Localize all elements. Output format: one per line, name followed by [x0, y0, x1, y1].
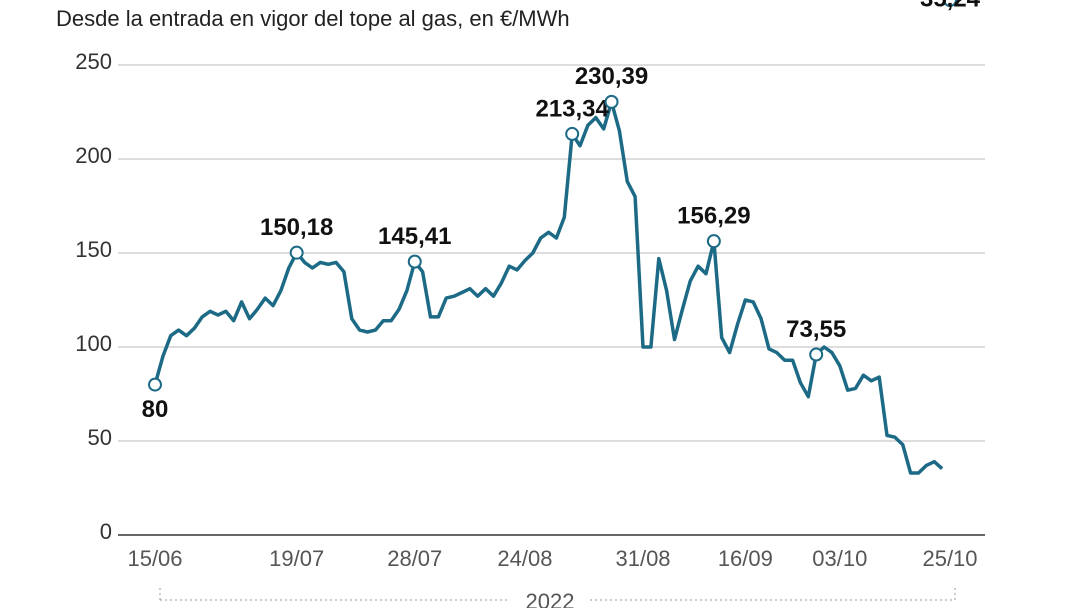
- x-tick-label: 31/08: [615, 546, 670, 571]
- data-label: 150,18: [260, 214, 333, 241]
- year-bg: [510, 590, 590, 610]
- data-label: 145,41: [378, 223, 451, 250]
- x-tick-label: 19/07: [269, 546, 324, 571]
- x-tick-label: 16/09: [718, 546, 773, 571]
- point-marker: [289, 245, 304, 260]
- data-label: 213,34: [535, 95, 609, 122]
- x-tick-label: 28/07: [387, 546, 442, 571]
- y-tick-label: 50: [88, 425, 112, 450]
- y-tick-label: 250: [75, 49, 112, 74]
- y-tick-label: 150: [75, 237, 112, 262]
- point-marker: [943, 0, 957, 7]
- data-label: 156,29: [677, 203, 750, 230]
- point-marker: [809, 347, 824, 362]
- x-group-label: 2022: [526, 589, 575, 608]
- point-marker: [148, 377, 162, 392]
- point-marker: [604, 94, 619, 109]
- y-tick-label: 0: [100, 519, 112, 544]
- data-label: 35,24: [920, 0, 981, 12]
- data-label: 73,55: [786, 316, 846, 343]
- data-label: 80: [142, 396, 169, 423]
- x-tick-label: 25/10: [922, 546, 977, 571]
- line: [153, 100, 944, 475]
- x-tick-label: 24/08: [497, 546, 552, 571]
- point-marker: [706, 234, 721, 249]
- data-label: 230,39: [575, 63, 648, 90]
- chart-subtitle: Desde la entrada en vigor del tope al ga…: [56, 6, 570, 31]
- y-tick-label: 100: [75, 331, 112, 356]
- x-tick-label: 15/06: [127, 546, 182, 571]
- y-tick-label: 200: [75, 143, 112, 168]
- x-tick-label: 03/10: [812, 546, 867, 571]
- point-marker: [565, 126, 580, 141]
- point-marker: [407, 254, 422, 269]
